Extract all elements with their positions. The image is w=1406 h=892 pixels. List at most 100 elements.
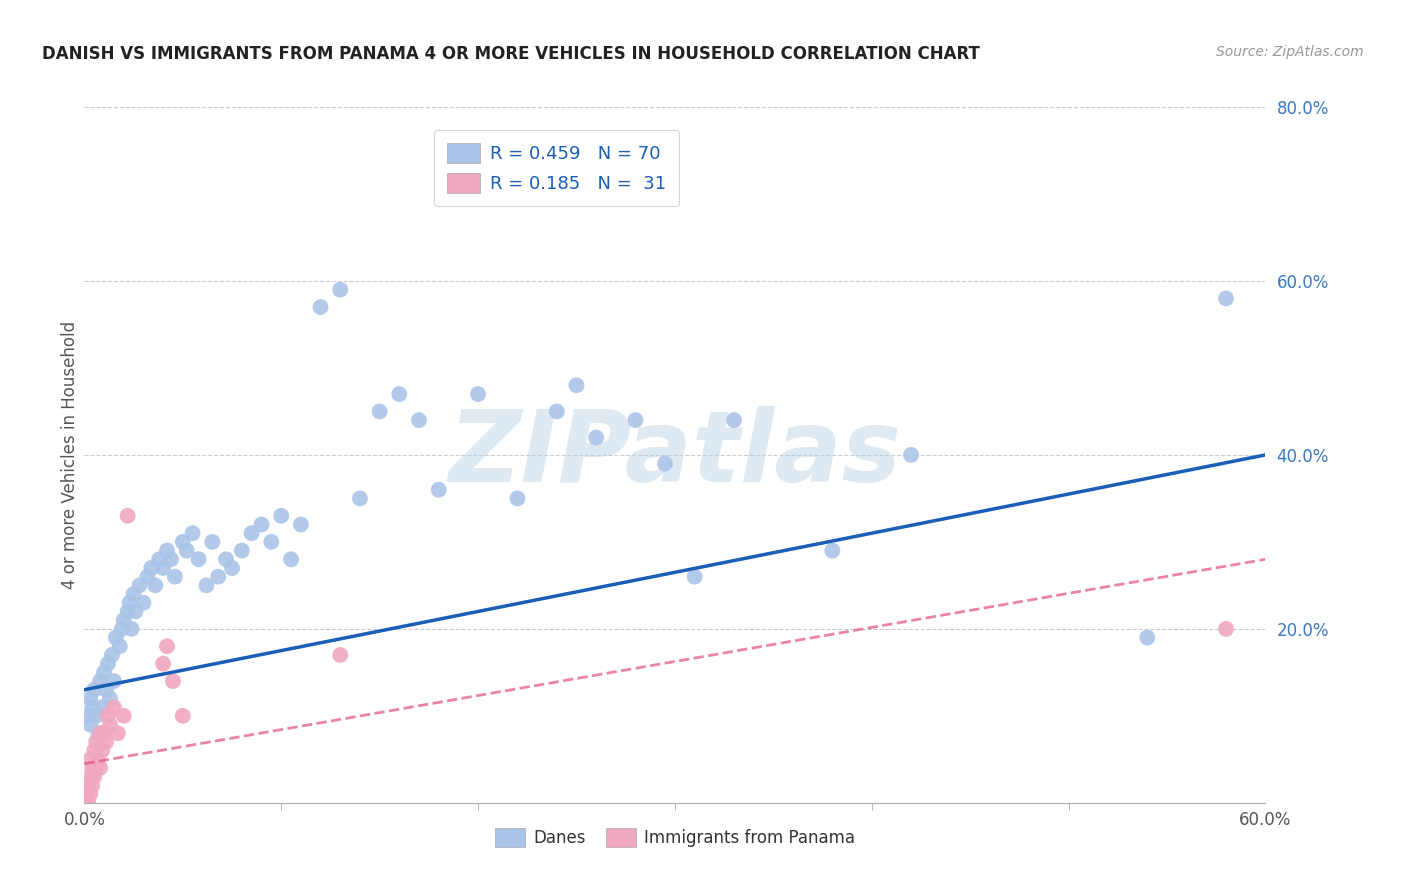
Point: [221, 561, 243, 575]
Point: [107, 726, 129, 740]
Point: [98, 717, 121, 731]
Point: [349, 491, 371, 506]
Point: [231, 543, 253, 558]
Point: [143, 578, 166, 592]
Point: [546, 404, 568, 418]
Point: [506, 491, 529, 506]
Point: [94, 682, 117, 697]
Point: [201, 534, 224, 549]
Point: [1215, 622, 1237, 636]
Point: [77, 796, 100, 810]
Point: [87, 726, 110, 740]
Point: [723, 413, 745, 427]
Point: [83, 744, 105, 758]
Point: [427, 483, 450, 497]
Point: [89, 674, 111, 689]
Point: [156, 639, 179, 653]
Point: [121, 622, 143, 636]
Point: [117, 508, 139, 523]
Point: [111, 622, 134, 636]
Point: [368, 404, 391, 418]
Point: [132, 596, 155, 610]
Point: [172, 534, 194, 549]
Text: DANISH VS IMMIGRANTS FROM PANAMA 4 OR MORE VEHICLES IN HOUSEHOLD CORRELATION CHA: DANISH VS IMMIGRANTS FROM PANAMA 4 OR MO…: [42, 45, 980, 62]
Point: [163, 570, 186, 584]
Point: [101, 648, 124, 662]
Point: [683, 570, 706, 584]
Point: [1136, 631, 1159, 645]
Point: [156, 543, 179, 558]
Point: [79, 752, 101, 766]
Point: [82, 700, 104, 714]
Point: [98, 691, 121, 706]
Point: [103, 700, 125, 714]
Point: [1215, 291, 1237, 305]
Point: [270, 508, 292, 523]
Point: [83, 770, 105, 784]
Point: [250, 517, 273, 532]
Point: [89, 726, 111, 740]
Point: [585, 430, 607, 444]
Point: [77, 708, 100, 723]
Point: [93, 726, 115, 740]
Point: [79, 787, 101, 801]
Point: [93, 665, 115, 680]
Point: [172, 708, 194, 723]
Point: [91, 744, 114, 758]
Point: [467, 387, 489, 401]
Point: [280, 552, 302, 566]
Point: [87, 752, 110, 766]
Point: [89, 761, 111, 775]
Point: [75, 787, 97, 801]
Point: [84, 761, 107, 775]
Point: [160, 552, 183, 566]
Point: [83, 682, 105, 697]
Y-axis label: 4 or more Vehicles in Household: 4 or more Vehicles in Household: [62, 321, 80, 589]
Point: [215, 552, 238, 566]
Point: [84, 708, 107, 723]
Point: [181, 526, 204, 541]
Point: [187, 552, 209, 566]
Point: [108, 639, 131, 653]
Point: [624, 413, 647, 427]
Point: [91, 700, 114, 714]
Point: [654, 457, 676, 471]
Point: [97, 708, 120, 723]
Point: [84, 735, 107, 749]
Point: [162, 674, 184, 689]
Point: [112, 613, 135, 627]
Text: Source: ZipAtlas.com: Source: ZipAtlas.com: [1216, 45, 1364, 59]
Point: [77, 778, 100, 793]
Legend: Danes, Immigrants from Panama: Danes, Immigrants from Panama: [488, 821, 862, 854]
Point: [388, 387, 411, 401]
Point: [79, 691, 101, 706]
Point: [207, 570, 229, 584]
Point: [309, 300, 332, 314]
Point: [82, 761, 104, 775]
Point: [104, 631, 127, 645]
Point: [240, 526, 263, 541]
Point: [152, 657, 174, 671]
Point: [122, 587, 145, 601]
Point: [290, 517, 312, 532]
Point: [900, 448, 922, 462]
Point: [75, 796, 97, 810]
Point: [329, 283, 352, 297]
Point: [97, 657, 120, 671]
Point: [176, 543, 198, 558]
Point: [152, 561, 174, 575]
Point: [148, 552, 170, 566]
Point: [117, 605, 139, 619]
Point: [82, 778, 104, 793]
Point: [124, 605, 146, 619]
Point: [195, 578, 218, 592]
Text: ZIPatlas: ZIPatlas: [449, 407, 901, 503]
Point: [79, 717, 101, 731]
Point: [136, 570, 159, 584]
Point: [103, 674, 125, 689]
Point: [260, 534, 283, 549]
Point: [565, 378, 588, 392]
Point: [118, 596, 141, 610]
Point: [94, 735, 117, 749]
Point: [821, 543, 844, 558]
